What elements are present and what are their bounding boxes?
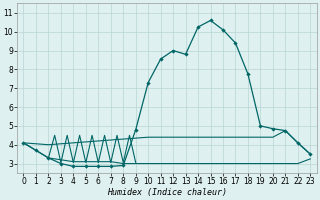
X-axis label: Humidex (Indice chaleur): Humidex (Indice chaleur) (107, 188, 227, 197)
